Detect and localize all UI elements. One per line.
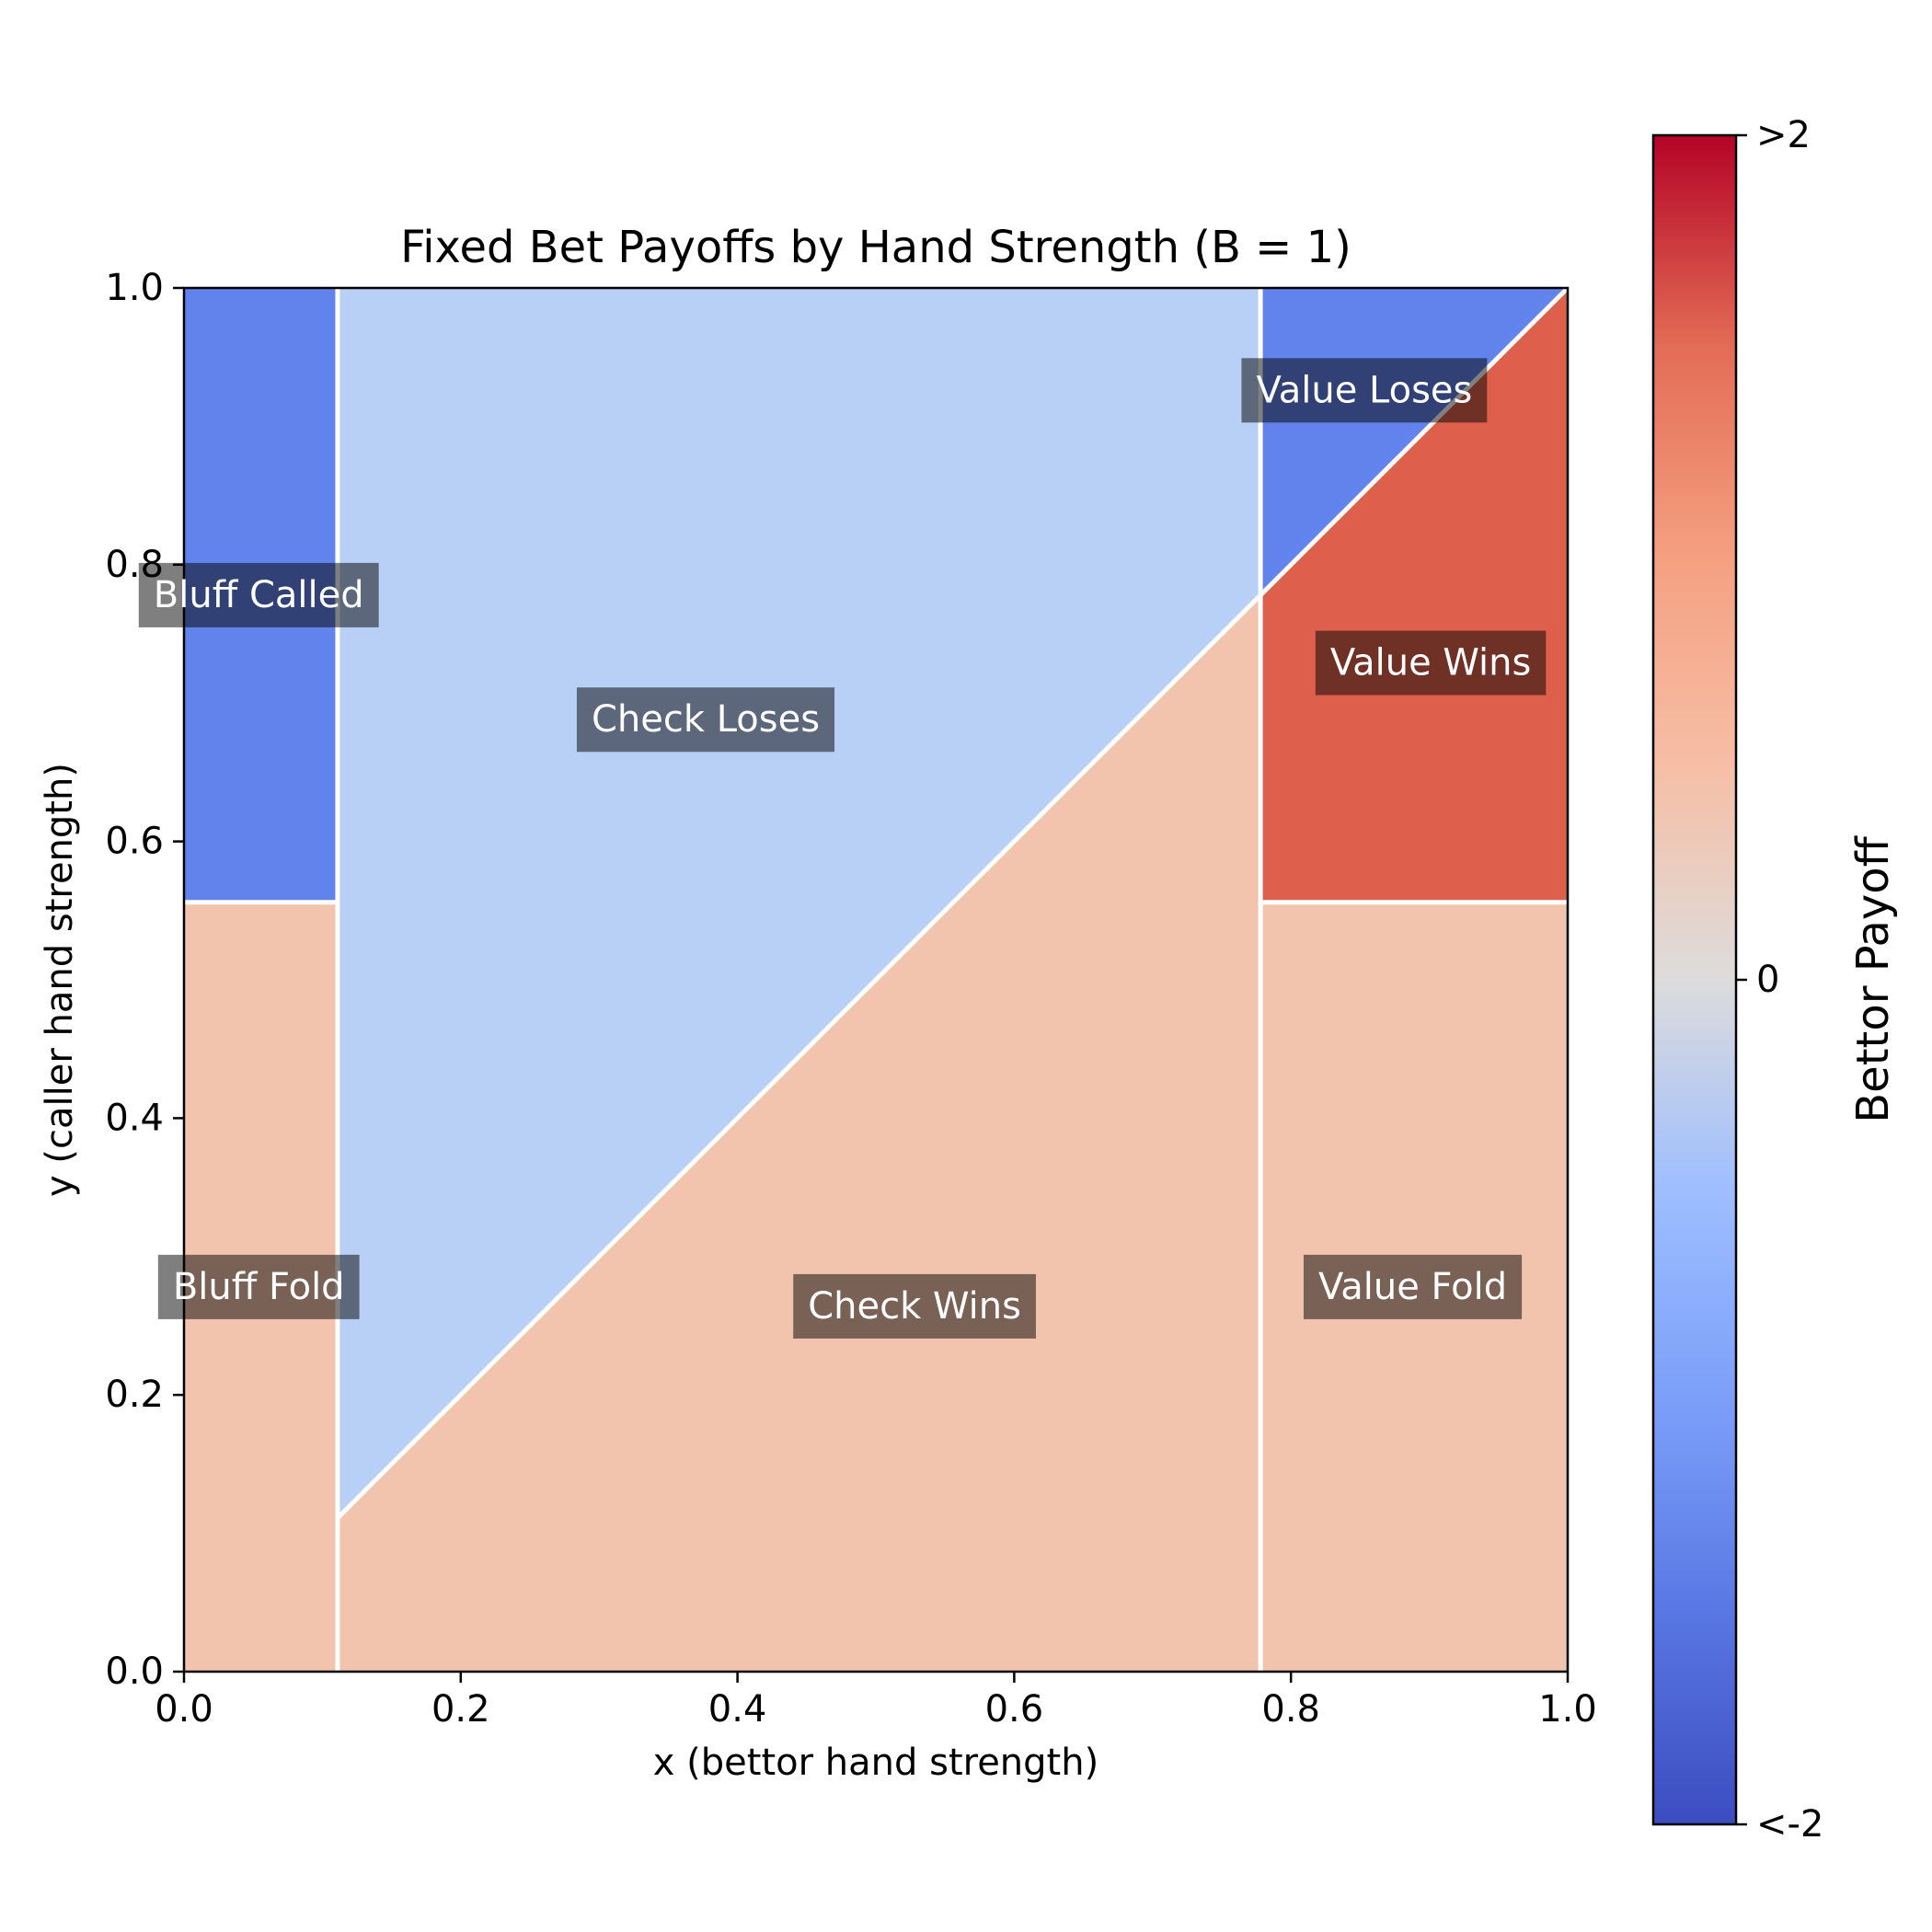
y-tick-label: 0.6 [105, 821, 164, 863]
region-label-layer: Bluff Fold Bluff Called Check Wins Check Lo… [138, 358, 1547, 1339]
plot-frame [182, 286, 1570, 1673]
region-label-value-wins: Value Wins [1315, 630, 1547, 696]
region-label-text: Bluff Called [154, 574, 364, 616]
y-tick-label: 1.0 [105, 267, 164, 309]
x-tick-label: 0.6 [985, 1688, 1044, 1731]
region-label-check-wins: Check Wins [793, 1273, 1036, 1339]
region-label-box [157, 1254, 360, 1319]
x-axis-label: x (bettor hand strength) [653, 1742, 1098, 1784]
region-label-box [1315, 630, 1547, 696]
region-label-value-fold: Value Fold [1303, 1254, 1523, 1319]
region-label-text: Bluff Fold [173, 1266, 345, 1308]
y-tick-label: 0.4 [105, 1097, 164, 1139]
region-label-value-loses: Value Loses [1241, 358, 1488, 423]
region-label-bluff-fold: Bluff Fold [157, 1254, 360, 1319]
colorbar [1651, 133, 1738, 1826]
colorbar-tick-label: 0 [1756, 959, 1779, 1001]
region-label-text: Value Fold [1318, 1266, 1507, 1308]
region-label-check-loses: Check Loses [576, 687, 835, 753]
x-tick-label: 1.0 [1538, 1688, 1597, 1731]
region-label-box [1303, 1254, 1523, 1319]
y-tick-label: 0.0 [105, 1650, 164, 1693]
region-label-box [1241, 358, 1488, 423]
y-tick-label: 0.2 [105, 1374, 164, 1416]
x-tick-label: 0.0 [155, 1688, 213, 1731]
boundary-line-5 [336, 286, 1570, 1520]
region-label-bluff-called: Bluff Called [138, 562, 379, 627]
region-label-text: Value Wins [1330, 642, 1532, 684]
region-label-box [138, 562, 379, 627]
region-label-text: Check Wins [808, 1285, 1021, 1328]
colorbar-tick-label: <-2 [1756, 1803, 1823, 1846]
colorbar-tick-label: >2 [1756, 114, 1811, 156]
boundary-layer [184, 286, 1570, 1672]
x-axis: 0.0 0.2 0.4 0.6 0.8 1.0 [155, 1672, 1597, 1731]
colorbar-label: Bettor Payoff [1847, 835, 1899, 1122]
x-tick-label: 0.4 [708, 1688, 767, 1731]
region-label-text: Value Loses [1256, 369, 1472, 411]
y-axis: 0.0 0.2 0.4 0.6 0.8 1.0 [105, 267, 184, 1693]
y-axis-label: y (caller hand strength) [39, 763, 81, 1197]
y-tick-label: 0.8 [105, 544, 164, 586]
chart-title: Fixed Bet Payoffs by Hand Strength (B = … [400, 222, 1351, 273]
region-label-box [793, 1273, 1036, 1339]
x-tick-label: 0.2 [431, 1688, 490, 1731]
region-label-box [576, 687, 835, 753]
colorbar-ticks: >2 0 <-2 [1736, 114, 1823, 1846]
region-label-text: Check Loses [592, 698, 820, 741]
x-tick-label: 0.8 [1261, 1688, 1320, 1731]
